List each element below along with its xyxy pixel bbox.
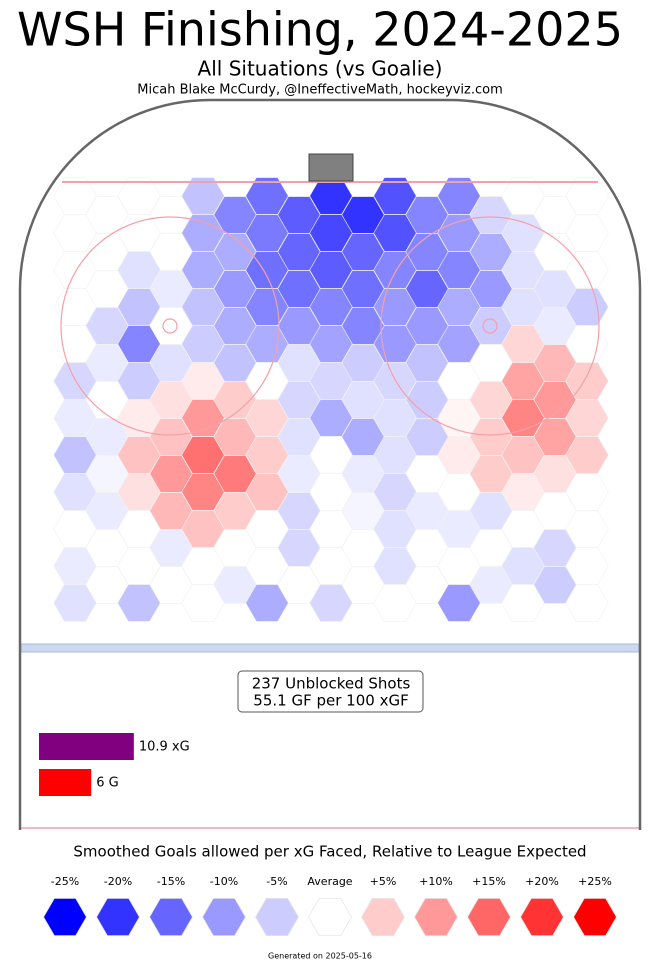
hex xyxy=(437,584,481,622)
legend: -25% -20% -15% -10% -5% Average +5% +10% +15% +20… xyxy=(43,875,617,937)
legend-label: +10% xyxy=(419,875,453,888)
legend-label: +25% xyxy=(578,875,612,888)
rink-markings xyxy=(18,98,642,830)
hex xyxy=(309,584,353,622)
hex xyxy=(53,584,97,622)
legend-label: -10% xyxy=(210,875,238,888)
legend-swatch xyxy=(202,897,246,937)
hex xyxy=(501,584,545,622)
hex xyxy=(565,584,609,622)
hex-layer xyxy=(53,177,609,622)
blue-line xyxy=(20,643,640,653)
hex xyxy=(181,584,225,622)
legend-label: -15% xyxy=(157,875,185,888)
faceoff-circle xyxy=(380,216,600,436)
legend-swatch xyxy=(467,897,511,937)
bar xyxy=(39,733,134,760)
subtitle: All Situations (vs Goalie) xyxy=(198,57,443,81)
boards xyxy=(18,98,642,830)
shots-label: 237 Unblocked Shots xyxy=(252,675,411,693)
hex xyxy=(117,584,161,622)
faceoff-dot xyxy=(482,318,498,334)
legend-swatch xyxy=(414,897,458,937)
legend-swatch xyxy=(43,897,87,937)
rate-label: 55.1 GF per 100 xGF xyxy=(253,692,408,710)
summary-box xyxy=(237,670,424,713)
bar-label: 10.9 xG xyxy=(139,740,190,755)
legend-label: +15% xyxy=(472,875,506,888)
bar-layer: 10.9 xG 6 G xyxy=(39,733,190,796)
legend-swatch xyxy=(255,897,299,937)
legend-label: +20% xyxy=(525,875,559,888)
legend-label: -20% xyxy=(104,875,132,888)
legend-label: +5% xyxy=(370,875,397,888)
footer: Generated on 2025-05-16 xyxy=(268,952,372,961)
faceoff-dot xyxy=(162,318,178,334)
legend-label: Average xyxy=(307,875,352,888)
bar-label: 6 G xyxy=(96,776,118,791)
hex xyxy=(373,584,417,622)
hex xyxy=(245,584,289,622)
legend-label: -5% xyxy=(266,875,287,888)
legend-swatch xyxy=(96,897,140,937)
legend-swatch xyxy=(573,897,617,937)
legend-title: Smoothed Goals allowed per xG Faced, Rel… xyxy=(73,843,586,861)
bar xyxy=(39,769,92,796)
credit: Micah Blake McCurdy, @IneffectiveMath, h… xyxy=(137,83,503,98)
faceoff-circle xyxy=(60,216,280,436)
title: WSH Finishing, 2024-2025 xyxy=(17,3,623,57)
legend-label: -25% xyxy=(51,875,79,888)
legend-swatch xyxy=(520,897,564,937)
legend-swatch xyxy=(361,897,405,937)
legend-swatch xyxy=(149,897,193,937)
legend-swatch xyxy=(308,897,352,937)
net xyxy=(308,153,354,182)
